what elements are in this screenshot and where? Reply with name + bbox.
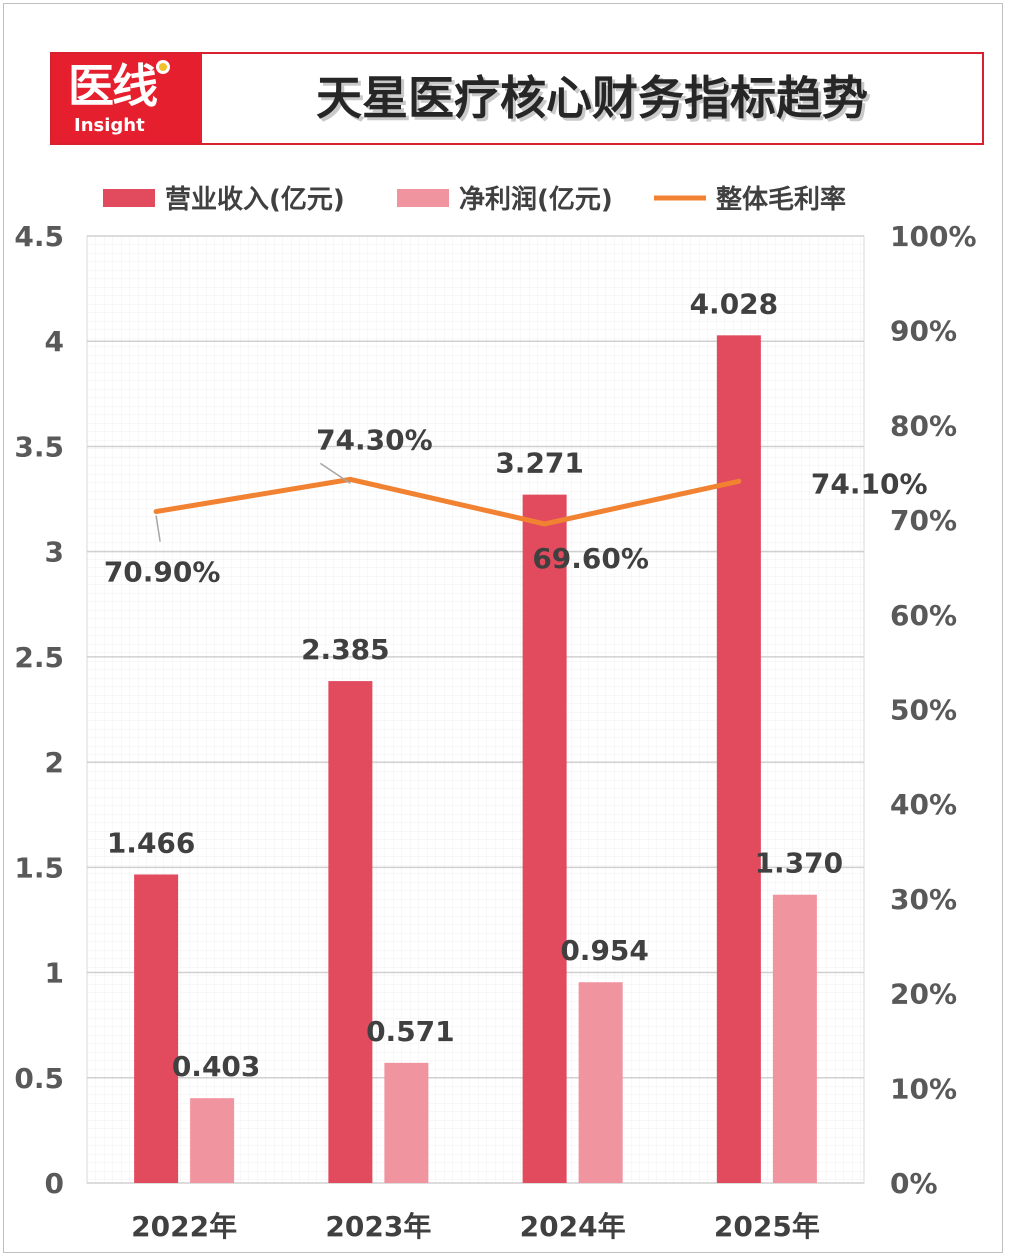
y-right-tick-label: 50% [890, 694, 957, 727]
legend: 营业收入(亿元) 净利润(亿元) 整体毛利率 [103, 184, 846, 215]
logo-text: 医线 [68, 59, 158, 113]
x-axis: 2022年 2023年 2024年 2025年 [131, 1210, 820, 1243]
y-right-tick-label: 30% [890, 883, 957, 916]
legend-swatch [397, 189, 449, 207]
margin-data-label: 70.90% [104, 556, 221, 589]
brand-logo: 医线 Insight [52, 54, 202, 143]
y-right-tick-label: 100% [890, 220, 977, 253]
y-left-tick-label: 2.5 [14, 641, 64, 674]
margin-data-label: 69.60% [532, 542, 649, 575]
y-right-tick-label: 0% [890, 1167, 938, 1200]
margin-point [153, 509, 159, 515]
profit-data-label: 0.954 [560, 934, 649, 967]
profit-data-label: 1.370 [755, 847, 844, 880]
y-left-tick-label: 2 [45, 746, 64, 779]
margin-leader-line [155, 515, 161, 542]
revenue-data-label: 4.028 [690, 287, 779, 320]
x-tick-label: 2023年 [325, 1210, 431, 1243]
y-left-tick-label: 4.5 [14, 220, 64, 253]
profit-bar [384, 1062, 429, 1183]
profit-bar [578, 982, 623, 1183]
y-right-tick-label: 60% [890, 599, 957, 632]
y-left-tick-label: 1 [45, 957, 64, 990]
bars [134, 335, 817, 1183]
data-labels: 1.466 2.385 3.271 4.028 0.403 0.571 0.954 1.370… [104, 287, 928, 1083]
profit-bar [772, 894, 817, 1183]
profit-bar [190, 1098, 235, 1183]
legend-label: 营业收入(亿元) [165, 185, 345, 215]
x-tick-label: 2025年 [714, 1210, 820, 1243]
y-right-tick-label: 20% [890, 978, 957, 1011]
margin-line-path [155, 476, 740, 527]
y-axis-right: 0% 10% 20% 30% 40% 50% 60% 70% 80% 90% 100% [890, 220, 977, 1200]
logo-subtext: Insight [74, 115, 145, 136]
legend-swatch [103, 189, 155, 207]
legend-label: 整体毛利率 [716, 184, 846, 215]
y-left-tick-label: 3.5 [14, 430, 64, 463]
profit-data-label: 0.403 [172, 1050, 261, 1083]
margin-point [736, 478, 742, 484]
profit-data-label: 0.571 [366, 1015, 455, 1048]
revenue-data-label: 1.466 [107, 826, 196, 859]
margin-data-label: 74.30% [316, 423, 433, 456]
page-title: 天星医疗核心财务指标趋势 [316, 71, 868, 125]
margin-point [347, 476, 353, 482]
y-left-tick-label: 0 [45, 1167, 64, 1200]
margin-data-label: 74.10% [811, 467, 928, 500]
y-left-tick-label: 3 [45, 536, 64, 569]
revenue-bar [134, 874, 179, 1183]
y-right-tick-label: 90% [890, 315, 957, 348]
y-right-tick-label: 70% [890, 504, 957, 537]
y-left-tick-label: 0.5 [14, 1062, 64, 1095]
margin-line [153, 476, 742, 527]
y-left-tick-label: 1.5 [14, 851, 64, 884]
y-right-tick-label: 10% [890, 1072, 957, 1105]
margin-point [542, 521, 548, 527]
margin-leader-line [319, 462, 351, 485]
legend-label: 净利润(亿元) [459, 184, 613, 215]
revenue-data-label: 2.385 [301, 633, 390, 666]
title-banner: 医线 Insight 天星医疗核心财务指标趋势 [50, 52, 984, 145]
x-tick-label: 2024年 [520, 1210, 626, 1243]
logo-dot-icon [156, 60, 170, 74]
y-right-tick-label: 80% [890, 409, 957, 442]
x-tick-label: 2022年 [131, 1210, 237, 1243]
revenue-bar [522, 494, 567, 1183]
y-right-tick-label: 40% [890, 788, 957, 821]
revenue-bar [716, 335, 761, 1183]
y-axis-left: 0 0.5 1 1.5 2 2.5 3 3.5 4 4.5 [14, 220, 64, 1200]
y-left-tick-label: 4 [45, 325, 64, 358]
revenue-bar [328, 681, 373, 1183]
revenue-data-label: 3.271 [495, 447, 584, 480]
